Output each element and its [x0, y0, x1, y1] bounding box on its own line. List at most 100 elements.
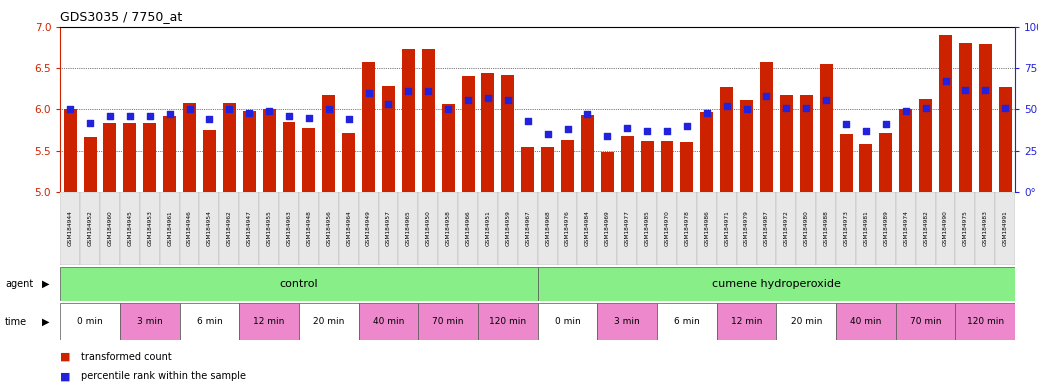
- Bar: [199, 192, 219, 265]
- Bar: [120, 303, 180, 340]
- Bar: [939, 35, 952, 192]
- Point: [877, 121, 894, 127]
- Bar: [538, 303, 597, 340]
- Text: GSM184961: GSM184961: [167, 211, 172, 246]
- Text: GSM184967: GSM184967: [525, 210, 530, 247]
- Text: GSM184989: GSM184989: [883, 210, 889, 247]
- Text: GSM184980: GSM184980: [803, 210, 809, 247]
- Text: GSM184987: GSM184987: [764, 210, 769, 247]
- Text: 40 min: 40 min: [373, 317, 404, 326]
- Bar: [955, 303, 1015, 340]
- Point: [996, 105, 1013, 111]
- Bar: [776, 192, 796, 265]
- Point: [201, 116, 218, 122]
- Bar: [223, 103, 236, 192]
- Bar: [959, 43, 972, 192]
- Text: GSM184975: GSM184975: [963, 210, 967, 247]
- Text: GSM184962: GSM184962: [227, 210, 231, 247]
- Bar: [143, 124, 156, 192]
- Text: ▶: ▶: [42, 279, 49, 289]
- Text: ■: ■: [60, 352, 71, 362]
- Text: GSM184953: GSM184953: [147, 210, 153, 247]
- Point: [699, 110, 715, 116]
- Text: GSM184977: GSM184977: [625, 210, 630, 247]
- Text: GSM184971: GSM184971: [725, 210, 729, 247]
- Text: GSM184951: GSM184951: [486, 210, 490, 247]
- Bar: [421, 49, 435, 192]
- Bar: [995, 192, 1015, 265]
- Bar: [477, 192, 498, 265]
- Point: [141, 113, 158, 119]
- Bar: [876, 192, 896, 265]
- Point: [599, 133, 616, 139]
- Point: [480, 95, 496, 101]
- Point: [718, 103, 735, 109]
- Bar: [180, 192, 199, 265]
- Bar: [518, 192, 538, 265]
- Text: GSM184981: GSM184981: [864, 210, 869, 247]
- Text: GSM184988: GSM184988: [824, 210, 828, 247]
- Point: [301, 115, 318, 121]
- Bar: [482, 73, 494, 192]
- Text: GSM184959: GSM184959: [506, 210, 511, 247]
- Text: GSM184976: GSM184976: [565, 210, 570, 247]
- Point: [559, 126, 576, 132]
- Text: 120 min: 120 min: [966, 317, 1004, 326]
- Text: 40 min: 40 min: [850, 317, 881, 326]
- Bar: [562, 140, 574, 192]
- Text: GSM184952: GSM184952: [87, 210, 92, 247]
- Bar: [916, 192, 935, 265]
- Bar: [640, 141, 654, 192]
- Bar: [800, 94, 813, 192]
- Text: control: control: [279, 279, 319, 289]
- Bar: [820, 64, 832, 192]
- Text: time: time: [5, 316, 27, 327]
- Bar: [462, 76, 474, 192]
- Bar: [60, 267, 538, 301]
- Bar: [780, 95, 793, 192]
- Bar: [896, 192, 916, 265]
- Point: [838, 121, 854, 127]
- Bar: [856, 192, 876, 265]
- Point: [400, 88, 416, 94]
- Point: [798, 105, 815, 111]
- Point: [121, 113, 138, 119]
- Bar: [140, 192, 160, 265]
- Bar: [501, 75, 514, 192]
- Point: [619, 124, 635, 131]
- Bar: [438, 192, 458, 265]
- Text: GSM184955: GSM184955: [267, 210, 272, 247]
- Point: [758, 93, 774, 99]
- Bar: [577, 192, 597, 265]
- Text: 120 min: 120 min: [489, 317, 526, 326]
- Bar: [84, 137, 97, 192]
- Point: [778, 105, 795, 111]
- Point: [957, 86, 974, 93]
- Bar: [359, 192, 379, 265]
- Text: GSM184956: GSM184956: [326, 210, 331, 247]
- Text: 20 min: 20 min: [791, 317, 822, 326]
- Bar: [976, 192, 995, 265]
- Text: GSM184973: GSM184973: [844, 210, 848, 247]
- Point: [241, 110, 257, 116]
- Text: 3 min: 3 min: [614, 317, 640, 326]
- Text: GSM184972: GSM184972: [784, 210, 789, 247]
- Bar: [299, 192, 319, 265]
- Bar: [557, 192, 577, 265]
- Text: ▶: ▶: [42, 316, 49, 327]
- Text: GSM184983: GSM184983: [983, 210, 988, 247]
- Bar: [737, 192, 757, 265]
- Point: [280, 113, 297, 119]
- Text: GSM184944: GSM184944: [67, 210, 73, 247]
- Bar: [124, 124, 136, 192]
- Text: 0 min: 0 min: [77, 317, 103, 326]
- Point: [738, 106, 755, 113]
- Bar: [282, 122, 296, 192]
- Bar: [521, 147, 535, 192]
- Text: GSM184986: GSM184986: [705, 210, 709, 247]
- Text: ■: ■: [60, 371, 71, 381]
- Point: [519, 118, 536, 124]
- Bar: [338, 192, 359, 265]
- Bar: [163, 116, 176, 192]
- Text: GSM184982: GSM184982: [923, 210, 928, 247]
